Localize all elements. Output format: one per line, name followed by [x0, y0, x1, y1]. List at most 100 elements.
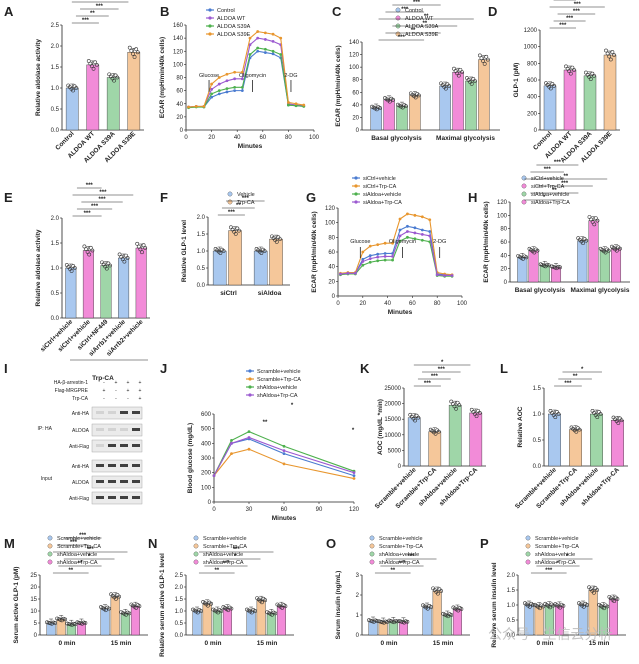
panel-o-data-point	[368, 618, 373, 623]
panel-m-legend-swatch	[47, 551, 53, 557]
panel-o-sig-label: **	[390, 568, 395, 574]
panel-c-data-point	[482, 61, 487, 66]
panel-m-y-tick-label: 20	[30, 585, 37, 591]
panel-h-y-tick-label: 80	[500, 227, 507, 233]
panel-b-series-point	[263, 47, 267, 51]
panel-b-legend-label: ALDOA S39A	[217, 24, 251, 30]
panel-b-series-point	[225, 87, 229, 91]
panel-c-data-point	[469, 82, 474, 86]
panel-o-legend-label: shAldoa+vehicle	[379, 552, 419, 558]
panel-b-series-point	[240, 70, 244, 74]
panel-g-injection-label: 2-DG	[433, 239, 446, 245]
panel-l-x-tick-label: shAldoa+Trp-CA	[580, 466, 621, 507]
panel-g-x-tick-label: 80	[434, 301, 441, 307]
panel-o-group-label: 15 min	[433, 640, 454, 647]
panel-h-data-point	[595, 218, 600, 223]
panel-c-sig-label: ***	[398, 35, 406, 41]
panel-b-series-point	[225, 72, 229, 76]
panel-n-legend-label: shAldoa+Trp-CA	[203, 560, 244, 566]
panel-e-sig-label: ***	[86, 183, 94, 189]
panel-p-legend-swatch	[525, 559, 531, 565]
panel-h-y-axis-label: ECAR (mpH/min/40k cells)	[483, 201, 490, 282]
panel-m-bar	[130, 606, 140, 636]
panel-f-sig-label: **	[236, 203, 241, 209]
panel-b-series-point	[256, 30, 260, 33]
panel-b-series-point	[240, 89, 244, 93]
panel-h-legend-swatch	[521, 175, 527, 181]
panel-j-legend-label: Scramble+Trp-CA	[257, 377, 301, 383]
panel-d-data-point	[590, 71, 595, 76]
panel-b-series-point	[225, 79, 229, 83]
panel-o-legend-swatch	[369, 551, 375, 557]
panel-d-y-tick-label: 600	[527, 78, 538, 84]
panel-i-sign: +	[139, 380, 142, 386]
panel-j-series-point	[230, 452, 233, 455]
panel-c-sig-label: ***	[401, 7, 409, 13]
panel-i-blot-band	[96, 411, 104, 414]
panel-o-data-point	[378, 619, 383, 624]
panel-l-sig-label: *	[581, 367, 584, 373]
panel-l-y-tick-label: 1.5	[533, 386, 542, 392]
panel-k-data-point	[416, 415, 421, 420]
panel-o-data-point	[367, 618, 371, 623]
panel-c-y-tick-label: 60	[352, 90, 359, 96]
panel-m-bar	[110, 596, 120, 636]
panel-n-bar	[222, 608, 232, 636]
panel-c-sig-label: **	[424, 14, 429, 20]
panel-m-data-point	[53, 621, 57, 625]
panel-n-sig-label: ***	[222, 561, 230, 567]
panel-l-data-point	[598, 412, 603, 416]
panel-o-data-point	[449, 613, 454, 617]
panel-n-legend-swatch	[193, 543, 199, 549]
panel-b-series-point	[279, 53, 283, 56]
panel-b-injection-label: 2-DG	[284, 73, 297, 79]
panel-a-sig-label: **	[90, 11, 95, 17]
panel-g-y-tick-label: 20	[328, 279, 335, 285]
panel-b-series-point	[233, 77, 237, 81]
panel-h-data-point	[532, 250, 537, 255]
panel-g-series-line	[340, 230, 453, 277]
panel-f-group-label: siAldoa	[258, 290, 282, 297]
panel-g-legend-label: siCtrl+Trp-CA	[363, 184, 397, 190]
panel-j-series-point	[282, 444, 286, 448]
panel-j-sig-label: *	[352, 428, 355, 434]
panel-m-legend-swatch	[47, 543, 53, 549]
panel-g-x-tick-label: 0	[336, 301, 340, 307]
panel-label-D: D	[488, 4, 497, 19]
panel-o-data-point	[375, 619, 379, 623]
panel-n-legend-swatch	[193, 551, 199, 557]
panel-j-series-point	[230, 439, 233, 442]
panel-k-y-tick-label: 5000	[388, 448, 402, 454]
panel-o-y-tick-label: 1	[356, 613, 360, 619]
panel-label-F: F	[160, 190, 168, 205]
panel-j-series-point	[282, 462, 286, 466]
panel-i-section-label: IP: HA	[38, 426, 53, 432]
panel-k-data-point	[454, 406, 458, 411]
panel-g-y-tick-label: 0	[332, 294, 336, 300]
panel-g-x-tick-label: 20	[359, 301, 366, 307]
panel-h-y-tick-label: 60	[500, 240, 507, 246]
panel-d-data-point	[592, 73, 596, 78]
panel-e-sig-label: ***	[99, 190, 107, 196]
panel-k-bar	[407, 417, 421, 467]
panel-label-P: P	[480, 536, 489, 551]
panel-g-series-point	[391, 258, 394, 262]
panel-i-blot-strip	[91, 423, 143, 437]
panel-g-series-point	[368, 244, 372, 248]
panel-b-series-point	[302, 103, 306, 107]
panel-j-series-point	[282, 449, 286, 453]
panel-o-data-point	[373, 618, 378, 623]
panel-f-data-point	[237, 228, 241, 233]
panel-b-series-point	[217, 76, 221, 79]
panel-i-blot-band	[108, 496, 116, 499]
panel-h-bar	[528, 250, 539, 283]
panel-c-y-axis-label: ECAR (mpH/min/40k cells)	[335, 45, 342, 126]
panel-h-data-point	[606, 248, 611, 253]
panel-i-blot-band	[96, 480, 104, 483]
panel-i-sign: +	[127, 380, 130, 386]
panel-h-data-point	[584, 238, 589, 243]
panel-l-data-point	[553, 415, 558, 420]
panel-j-series-point	[352, 471, 356, 475]
panel-p-data-point	[585, 603, 589, 607]
panel-a-bar	[65, 87, 79, 131]
